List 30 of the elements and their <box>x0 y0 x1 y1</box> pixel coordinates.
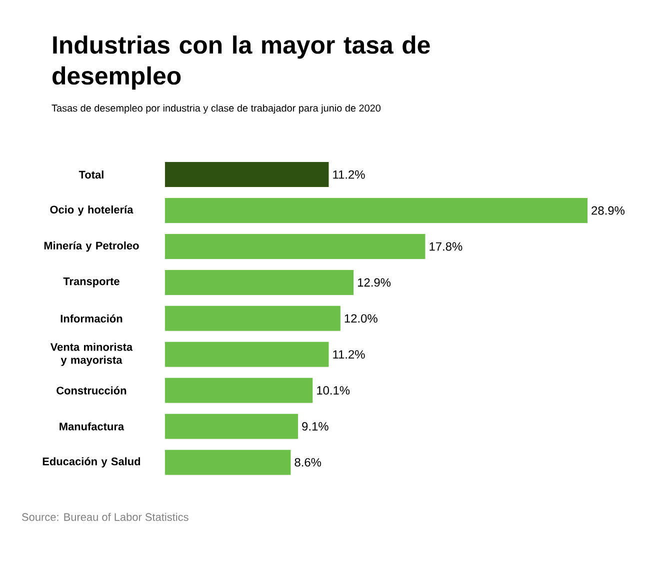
data-label: 12.9% <box>358 278 391 287</box>
bar <box>164 162 329 188</box>
data-label: 9.1% <box>302 422 328 431</box>
bar <box>164 450 291 475</box>
source-note: Source: Bureau of Labor Statistics <box>22 512 188 521</box>
data-label: 12.0% <box>344 314 378 323</box>
data-label: 11.2% <box>333 170 365 179</box>
bar <box>164 342 329 367</box>
bar <box>164 270 354 296</box>
bar <box>164 234 426 260</box>
data-label: 11.2% <box>333 350 365 359</box>
data-label: 17.8% <box>430 242 462 251</box>
data-label: 8.6% <box>294 458 322 467</box>
bar <box>164 198 588 224</box>
y-tick-label: Minería y Petroleo <box>44 241 139 252</box>
y-tick-label: Manufactura <box>60 422 124 430</box>
bar <box>164 306 340 331</box>
y-tick-label: Total <box>78 170 104 179</box>
bar <box>164 414 298 439</box>
y-tick-label: Educación y Salud <box>42 457 140 468</box>
y-tick-label: Construcción <box>56 386 126 394</box>
data-label: 28.9% <box>592 206 624 215</box>
chart-subtitle: Tasas de desempleo por industria y clase de trabajador para junio de 2020 <box>52 104 381 114</box>
y-tick-label: Venta minorista y mayorista <box>50 342 133 366</box>
bar <box>164 378 313 403</box>
data-label: 10.1% <box>317 386 350 395</box>
y-tick-label: Ocio y hotelería <box>50 205 134 216</box>
y-tick-label: Información <box>60 314 122 323</box>
chart-title: Industrias con la mayor tasa de desempleo <box>52 36 430 90</box>
y-tick-label: Transporte <box>63 278 120 288</box>
